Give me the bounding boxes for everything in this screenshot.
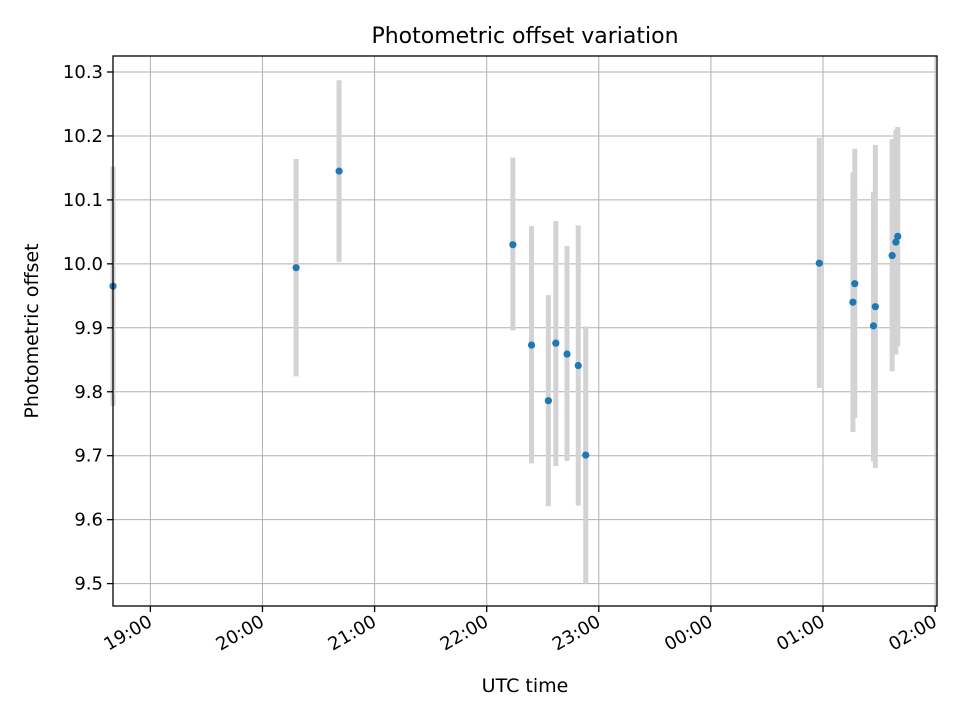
grid-lines [113,56,937,606]
data-point [871,303,879,311]
data-point [894,232,902,240]
y-tick-label: 9.5 [74,574,103,595]
data-point [563,350,571,358]
y-tick-label: 10.3 [63,62,103,83]
y-tick-label: 9.8 [74,382,103,403]
y-tick-label: 9.7 [74,446,103,467]
x-tick-label: 21:00 [325,611,380,655]
data-point [851,280,859,288]
data-points [109,167,902,459]
data-point [552,339,560,347]
x-tick-label: 19:00 [100,611,155,655]
data-point [527,341,536,349]
x-tick-label: 00:00 [661,611,716,655]
data-point [888,251,896,260]
chart-title: Photometric offset variation [371,24,678,49]
x-tick-label: 01:00 [773,611,828,655]
y-axis-ticks: 9.5 9.6 9.7 9.8 9.9 10.0 10.1 10.2 10.3 [63,62,113,595]
x-tick-label: 22:00 [437,611,492,655]
error-bars [110,80,901,584]
y-axis-label: Photometric offset [21,243,43,418]
data-point [544,397,552,405]
data-point [335,167,343,175]
x-tick-label: 02:00 [885,611,940,655]
data-point [869,322,878,330]
y-tick-label: 10.1 [63,190,103,211]
data-point [574,361,582,370]
y-tick-label: 10.2 [63,126,103,147]
data-point [849,298,857,306]
plot-frame [112,55,938,607]
data-point [292,264,300,272]
x-axis-ticks: 19:00 20:00 21:00 22:00 23:00 00:00 01:00 02:00 [100,606,941,655]
x-tick-label: 23:00 [549,611,604,655]
y-tick-label: 9.9 [74,318,103,339]
x-axis-label: UTC time [482,675,569,697]
x-tick-label: 20:00 [213,611,268,655]
data-point [582,451,590,459]
data-point [815,259,823,267]
y-tick-label: 10.0 [63,254,103,275]
y-tick-label: 9.6 [74,510,103,531]
data-point [509,241,517,249]
data-point [892,238,900,246]
